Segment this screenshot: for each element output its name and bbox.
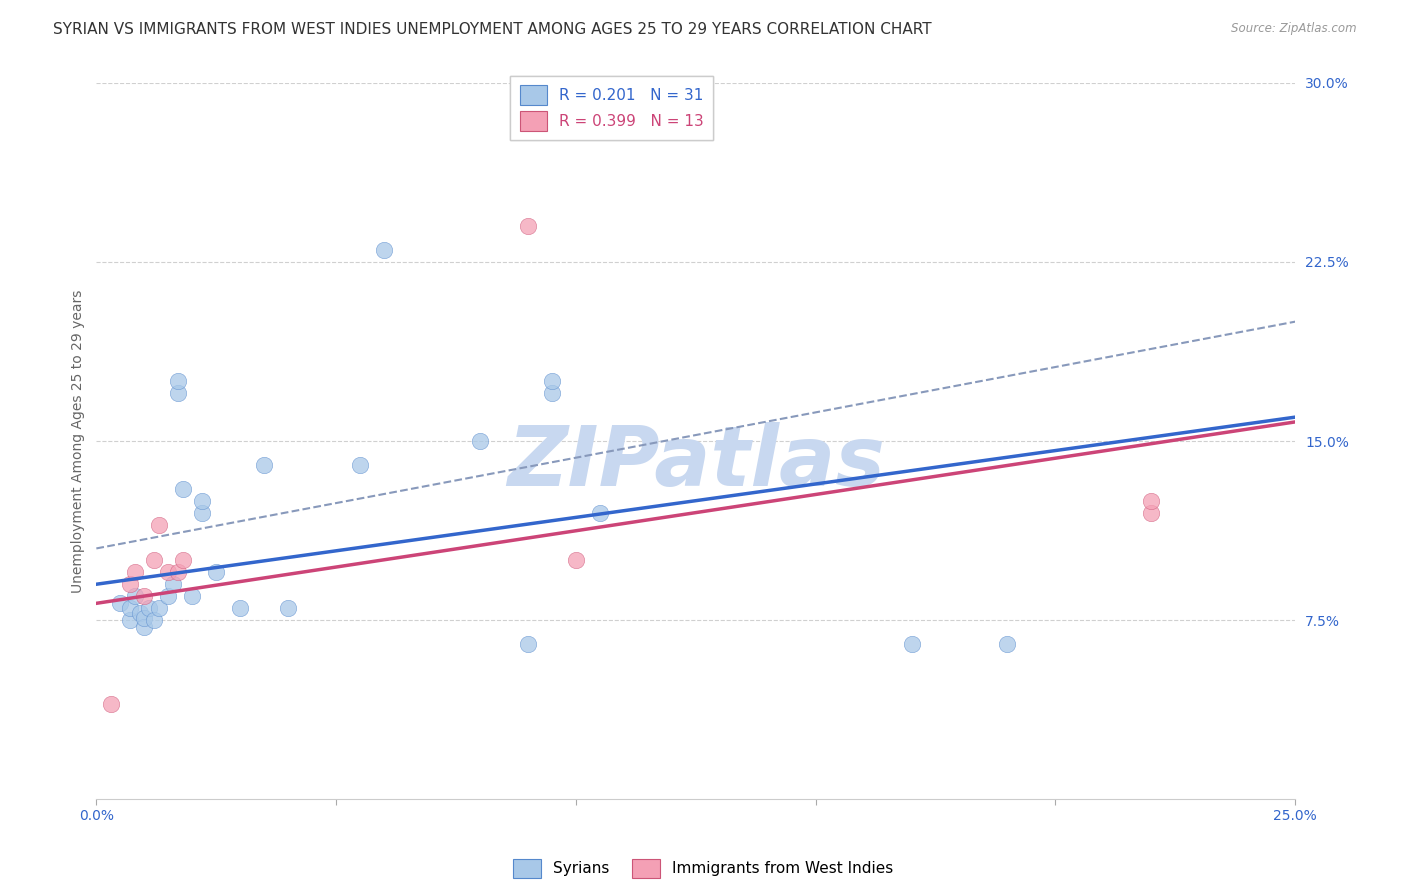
Text: SYRIAN VS IMMIGRANTS FROM WEST INDIES UNEMPLOYMENT AMONG AGES 25 TO 29 YEARS COR: SYRIAN VS IMMIGRANTS FROM WEST INDIES UN… — [53, 22, 932, 37]
Y-axis label: Unemployment Among Ages 25 to 29 years: Unemployment Among Ages 25 to 29 years — [72, 289, 86, 592]
Point — [516, 219, 538, 234]
Point — [100, 697, 122, 711]
Point — [118, 601, 141, 615]
Point — [162, 577, 184, 591]
Point — [167, 374, 190, 388]
Point — [253, 458, 276, 472]
Point — [110, 596, 132, 610]
Point — [565, 553, 588, 567]
Point — [142, 553, 165, 567]
Text: Source: ZipAtlas.com: Source: ZipAtlas.com — [1232, 22, 1357, 36]
Point — [124, 566, 146, 580]
Point — [229, 601, 252, 615]
Legend: R = 0.201   N = 31, R = 0.399   N = 13: R = 0.201 N = 31, R = 0.399 N = 13 — [510, 76, 713, 140]
Point — [900, 637, 922, 651]
Point — [134, 620, 156, 634]
Point — [167, 386, 190, 401]
Point — [373, 243, 395, 257]
Point — [468, 434, 491, 448]
Point — [205, 566, 228, 580]
Point — [134, 610, 156, 624]
Point — [1140, 506, 1163, 520]
Point — [997, 637, 1019, 651]
Point — [142, 613, 165, 627]
Point — [181, 589, 204, 603]
Point — [541, 374, 564, 388]
Point — [124, 589, 146, 603]
Point — [134, 589, 156, 603]
Point — [118, 613, 141, 627]
Point — [157, 566, 180, 580]
Point — [172, 482, 194, 496]
Point — [349, 458, 371, 472]
Point — [277, 601, 299, 615]
Point — [516, 637, 538, 651]
Point — [589, 506, 612, 520]
Point — [148, 601, 170, 615]
Point — [1140, 493, 1163, 508]
Point — [191, 493, 214, 508]
Point — [172, 553, 194, 567]
Point — [128, 606, 150, 620]
Point — [148, 517, 170, 532]
Point — [167, 566, 190, 580]
Point — [138, 601, 160, 615]
Point — [157, 589, 180, 603]
Point — [118, 577, 141, 591]
Text: ZIPatlas: ZIPatlas — [506, 422, 884, 503]
Point — [191, 506, 214, 520]
Point — [541, 386, 564, 401]
